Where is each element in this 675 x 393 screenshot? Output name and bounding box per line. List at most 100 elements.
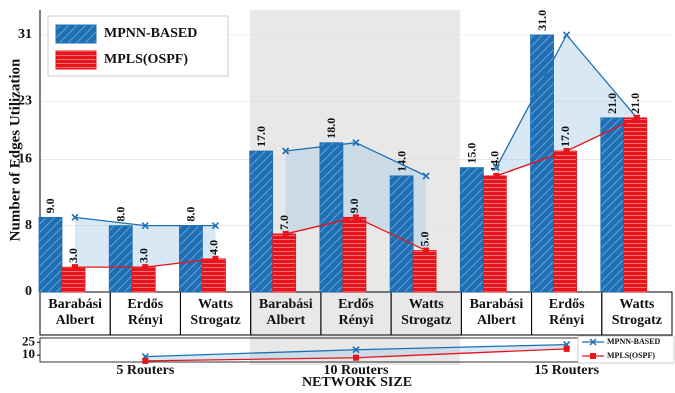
value-label: 18.0 bbox=[324, 118, 338, 139]
bar bbox=[319, 142, 344, 293]
gap-area bbox=[145, 344, 567, 361]
group-shade bbox=[250, 10, 460, 365]
marker-stroke bbox=[71, 213, 79, 221]
value-label: 9.0 bbox=[43, 198, 57, 213]
marker bbox=[212, 255, 219, 262]
y-tick-label: 10 bbox=[22, 346, 35, 361]
value-label: 3.0 bbox=[66, 248, 80, 263]
legend-marker bbox=[590, 353, 596, 359]
marker bbox=[142, 264, 149, 271]
value-label: 8.0 bbox=[113, 207, 127, 222]
marker bbox=[563, 148, 570, 154]
marker-stroke bbox=[492, 164, 500, 172]
x-tick-label: Strogatz bbox=[190, 313, 240, 328]
legend-swatch bbox=[55, 24, 97, 44]
bar bbox=[530, 34, 554, 293]
x-tick-label: Barabási bbox=[48, 297, 102, 312]
bar bbox=[389, 175, 414, 293]
value-label: 4.0 bbox=[207, 240, 221, 255]
x-tick-label: Watts bbox=[409, 297, 445, 312]
bar bbox=[623, 117, 648, 293]
x-tick-label: Erdős bbox=[549, 297, 585, 312]
x-tick-label: Albert bbox=[56, 313, 95, 328]
y-tick-label: 23 bbox=[18, 93, 32, 108]
bar bbox=[553, 150, 577, 293]
value-label: 9.0 bbox=[347, 198, 361, 213]
x-tick-label: Rényi bbox=[128, 313, 163, 328]
legend-label: MPNN-BASED bbox=[104, 26, 197, 41]
marker bbox=[282, 147, 290, 155]
marker-stroke bbox=[422, 172, 430, 180]
y-tick-label: 25 bbox=[22, 333, 36, 348]
x-tick-label: Watts bbox=[198, 297, 234, 312]
y-tick-label: 8 bbox=[25, 218, 32, 233]
bar bbox=[61, 266, 86, 293]
bar bbox=[412, 250, 437, 293]
value-label: 21.0 bbox=[605, 93, 619, 114]
bar bbox=[108, 225, 133, 293]
marker bbox=[423, 247, 430, 254]
marker bbox=[562, 31, 571, 39]
marker bbox=[141, 222, 149, 230]
marker bbox=[633, 114, 640, 121]
x-tick-label: Erdős bbox=[127, 297, 163, 312]
marker bbox=[353, 354, 359, 361]
marker-stroke bbox=[352, 346, 360, 354]
value-label: 31.0 bbox=[535, 10, 549, 31]
value-label: 5.0 bbox=[417, 232, 431, 247]
bar bbox=[272, 233, 297, 293]
x-axis-label: NETWORK SIZE bbox=[302, 375, 412, 390]
marker bbox=[211, 222, 220, 230]
x-tick-label: Strogatz bbox=[612, 313, 662, 328]
legend-marker bbox=[589, 338, 597, 346]
marker bbox=[352, 214, 359, 221]
x-tick-label: Barabási bbox=[259, 297, 313, 312]
x-tick-label: Watts bbox=[619, 297, 655, 312]
x-tick-label: Strogatz bbox=[401, 313, 451, 328]
value-label: 3.0 bbox=[136, 248, 150, 263]
marker-stroke bbox=[352, 139, 360, 147]
legend-label: MPNN-BASED bbox=[607, 337, 661, 346]
bar bbox=[459, 167, 484, 293]
x-tick-label: Erdős bbox=[338, 297, 374, 312]
marker bbox=[71, 213, 79, 221]
marker bbox=[352, 139, 360, 147]
value-label: 14.0 bbox=[394, 151, 408, 172]
marker-stroke bbox=[211, 222, 220, 230]
bar bbox=[179, 225, 203, 293]
value-label: 15.0 bbox=[465, 143, 479, 164]
x-tick-label: 10 Routers bbox=[324, 363, 389, 378]
bar bbox=[249, 150, 274, 293]
marker-stroke bbox=[562, 31, 571, 39]
value-label: 7.0 bbox=[277, 215, 291, 230]
x-tick-label: Albert bbox=[266, 313, 305, 328]
x-tick-label: Albert bbox=[477, 313, 516, 328]
bar bbox=[342, 216, 367, 293]
y-axis-label: Number of Edges Utilization bbox=[7, 58, 23, 241]
marker bbox=[493, 172, 500, 179]
y-tick-label: 16 bbox=[18, 152, 32, 167]
bar bbox=[38, 216, 63, 293]
legend-label: MPLS(OSPF) bbox=[104, 52, 188, 67]
bar bbox=[131, 266, 156, 293]
marker-stroke bbox=[282, 147, 290, 155]
x-tick-label: Rényi bbox=[339, 313, 374, 328]
bar bbox=[600, 117, 625, 293]
marker-stroke bbox=[141, 222, 149, 230]
value-label: 17.0 bbox=[558, 126, 572, 147]
y-tick-label: 0 bbox=[25, 284, 32, 299]
marker bbox=[563, 345, 570, 352]
marker bbox=[422, 172, 430, 180]
x-tick-label: 5 Routers bbox=[116, 363, 174, 378]
marker bbox=[352, 346, 360, 354]
value-label: 8.0 bbox=[184, 207, 198, 222]
marker bbox=[142, 357, 149, 364]
x-tick-label: 15 Routers bbox=[534, 363, 599, 378]
bar bbox=[202, 258, 226, 293]
legend-label: MPLS(OSPF) bbox=[607, 351, 655, 360]
marker bbox=[72, 264, 78, 271]
legend-swatch bbox=[55, 50, 97, 70]
marker bbox=[282, 230, 289, 237]
bar bbox=[482, 175, 507, 293]
